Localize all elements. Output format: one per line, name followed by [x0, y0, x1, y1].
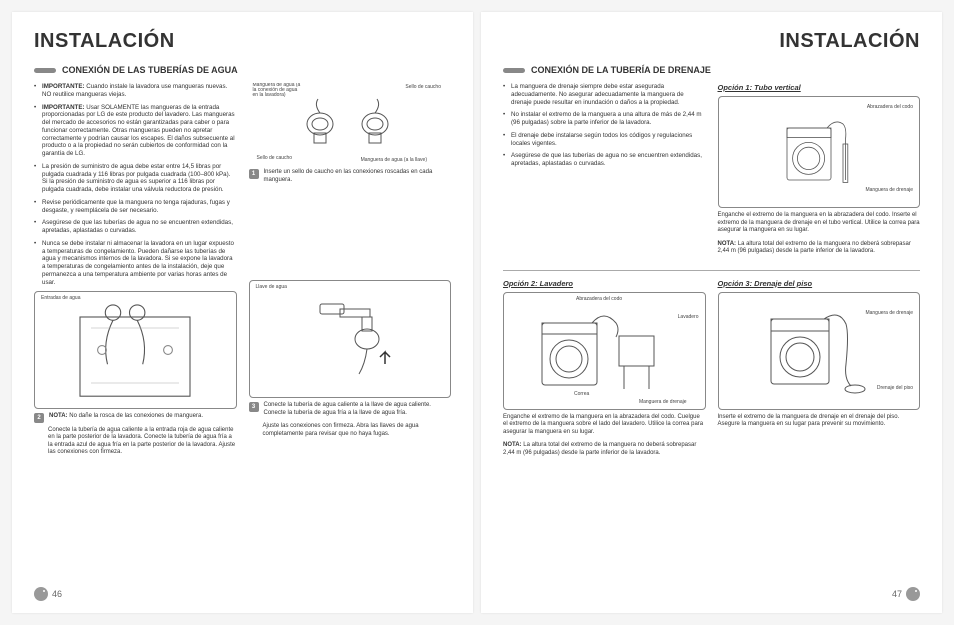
fig2-caption: Conecte la tubería de agua caliente a la… [34, 427, 237, 457]
opt1-col: Opción 1: Tubo vertical Abrazadera del c… [718, 83, 921, 262]
opt2-note: NOTA: La altura total del extremo de la … [503, 442, 706, 457]
bullet: No instalar el extremo de la manguera a … [503, 111, 706, 127]
section-title-drain: CONEXIÓN DE LA TUBERÍA DE DRENAJE [503, 65, 920, 75]
bullet: IMPORTANTE: Cuando instale la lavadora u… [34, 83, 237, 99]
caption-fig2-note: 2 NOTA: No dañe la rosca de las conexion… [34, 413, 237, 427]
label-drain-hose: Manguera de drenaje [865, 188, 913, 193]
fig2-note: NOTA: No dañe la rosca de las conexiones… [49, 413, 203, 421]
label-faucet: Llave de agua [256, 285, 287, 290]
label-clamp: Abrazadera del codo [867, 105, 913, 110]
label-tub: Lavadero [678, 315, 699, 320]
label-inlets: Entradas de agua [41, 296, 80, 301]
label-seal1: Sello de caucho [405, 85, 441, 90]
opt1-title: Opción 1: Tubo vertical [718, 83, 921, 92]
page-number: 47 [892, 589, 902, 599]
step-badge: 1 [249, 169, 259, 179]
hose-seals-icon [275, 89, 425, 159]
opt1-caption: Enganche el extremo de la manguera en la… [718, 212, 921, 235]
left-columns: IMPORTANTE: Cuando instale la lavadora u… [34, 83, 451, 587]
opt2-caption: Enganche el extremo de la manguera en la… [503, 414, 706, 437]
figure-opt3: Manguera de drenaje Drenaje del piso [718, 292, 921, 410]
drain-bullets: La manguera de drenaje siempre debe esta… [503, 83, 706, 168]
bullet: El drenaje debe instalarse según todos l… [503, 132, 706, 148]
opt2-title: Opción 2: Lavadero [503, 279, 706, 288]
fig1-caption: Inserte un sello de caucho en las conexi… [264, 169, 452, 184]
lg-logo-icon [34, 587, 48, 601]
figure-seals: Manguera de agua (a la conexión de agua … [249, 83, 452, 165]
fig3-caption2: Ajuste las conexiones con firmeza. Abra … [249, 423, 452, 438]
washer-floor-icon [754, 301, 884, 401]
step-badge: 2 [34, 413, 44, 423]
opt2-col: Opción 2: Lavadero Abrazadera del codo L… [503, 279, 706, 464]
opt3-title: Opción 3: Drenaje del piso [718, 279, 921, 288]
label-hose3: Manguera de drenaje [865, 311, 913, 316]
footer-left: 46 [34, 587, 451, 601]
figure-inlets: Entradas de agua [34, 291, 237, 409]
drain-bullets-col: La manguera de drenaje siempre debe esta… [503, 83, 706, 262]
figure-faucet: Llave de agua [249, 280, 452, 398]
bullet: Asegúrese de que las tuberías de agua no… [503, 152, 706, 168]
bullet: La manguera de drenaje siempre debe esta… [503, 83, 706, 106]
divider [503, 270, 920, 271]
left-col-b: Manguera de agua (a la conexión de agua … [249, 83, 452, 587]
label-hose2: Manguera de drenaje [639, 400, 687, 405]
section-title-water: CONEXIÓN DE LAS TUBERÍAS DE AGUA [34, 65, 451, 75]
lg-logo-icon [906, 587, 920, 601]
caption-fig3: 3 Conecte la tubería de agua caliente a … [249, 402, 452, 423]
opt3-caption: Inserte el extremo de la manguera de dre… [718, 414, 921, 429]
bullet: Asegúrese de que las tuberías de agua no… [34, 219, 237, 235]
label-floor: Drenaje del piso [877, 386, 913, 391]
opt1-note: NOTA: La altura total del extremo de la … [718, 241, 921, 256]
page-header-right: INSTALACIÓN [503, 30, 920, 53]
figure-opt1: Abrazadera del codo Manguera de drenaje [718, 96, 921, 208]
caption-fig1: 1 Inserte un sello de caucho en las cone… [249, 169, 452, 190]
label-hose-washer: Manguera de agua (a la conexión de agua … [253, 83, 303, 98]
bullet: IMPORTANTE: Usar SOLAMENTE las mangueras… [34, 104, 237, 158]
label-clamp2: Abrazadera del codo [576, 297, 622, 302]
opt3-col: Opción 3: Drenaje del piso Manguera de d… [718, 279, 921, 464]
page-right: INSTALACIÓN CONEXIÓN DE LA TUBERÍA DE DR… [481, 12, 942, 613]
faucet-icon [285, 289, 415, 389]
washer-standpipe-icon [779, 112, 859, 192]
washer-back-icon [65, 295, 205, 405]
left-col-a: IMPORTANTE: Cuando instale la lavadora u… [34, 83, 237, 587]
water-bullets: IMPORTANTE: Cuando instale la lavadora u… [34, 83, 237, 286]
page-left: INSTALACIÓN CONEXIÓN DE LAS TUBERÍAS DE … [12, 12, 473, 613]
label-seal2: Sello de caucho [257, 156, 293, 161]
page-number: 46 [52, 589, 62, 599]
washer-tub-icon [529, 301, 679, 401]
footer-right: 47 [503, 587, 920, 601]
right-bottom-row: Opción 2: Lavadero Abrazadera del codo L… [503, 279, 920, 464]
label-strap: Correa [574, 392, 589, 397]
bullet: Revise periódicamente que la manguera no… [34, 199, 237, 215]
bullet: Nunca se debe instalar ni almacenar la l… [34, 240, 237, 287]
right-top-columns: La manguera de drenaje siempre debe esta… [503, 83, 920, 262]
bullet: La presión de suministro de agua debe es… [34, 163, 237, 194]
page-header-left: INSTALACIÓN [34, 30, 451, 53]
figure-opt2: Abrazadera del codo Lavadero Correa Mang… [503, 292, 706, 410]
step-badge: 3 [249, 402, 259, 412]
fig3-caption1: Conecte la tubería de agua caliente a la… [264, 402, 452, 417]
label-hose-faucet: Manguera de agua (a la llave) [361, 158, 427, 163]
